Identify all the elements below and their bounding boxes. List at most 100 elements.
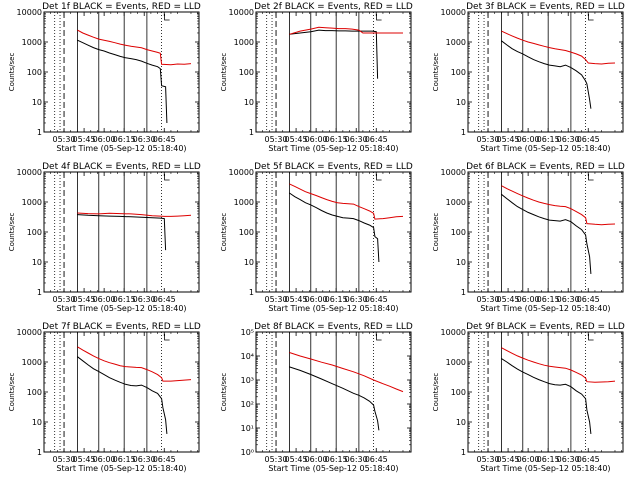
y-tick-label: 10⁵ [241,328,254,337]
panel-title: Det 3f BLACK = Events, RED = LLD [466,2,625,12]
panel-5: Det 5f BLACK = Events, RED = LLD 1 10 100 10… [220,162,413,313]
x-axis-label: Start Time (05-Sep-12 05:18:40) [268,464,398,473]
x-tick-label: 05:45 [285,295,308,304]
x-tick-label: 06:00 [305,135,328,144]
x-tick-label: 06:15 [113,295,136,304]
x-tick-label: 06:45 [577,295,600,304]
x-tick-label: 06:15 [325,455,348,464]
y-tick-label: 10⁰ [241,448,254,457]
series-events [501,40,592,109]
y-axis-label: Counts/sec [8,53,16,92]
plot-frame [467,171,624,293]
x-tick-label: 06:45 [365,455,388,464]
panel-6: Det 6f BLACK = Events, RED = LLD 1 10 100 10… [432,162,625,313]
y-axis-label: Counts/sec [432,213,440,252]
x-tick-label: 05:45 [497,295,520,304]
panel-4: Det 4f BLACK = Events, RED = LLD 1 10 100 10… [8,162,201,313]
x-tick-label: 06:30 [133,295,156,304]
x-axis-label: Start Time (05-Sep-12 05:18:40) [480,144,610,153]
y-tick-label: 1 [461,288,466,297]
panel-title: Det 5f BLACK = Events, RED = LLD [254,162,413,172]
x-tick-label: 06:00 [93,455,116,464]
y-tick-label: 1 [37,288,42,297]
y-tick-label: 10000 [441,328,466,337]
y-tick-label: 10 [456,258,466,267]
series-lld [77,212,192,217]
y-tick-label: 10 [456,98,466,107]
series-lld [501,347,616,383]
x-tick-label: 06:30 [133,135,156,144]
x-tick-label: 06:15 [537,135,560,144]
y-tick-label: 10000 [229,168,254,177]
y-tick-label: 100 [451,68,466,77]
plot-frame [255,11,412,133]
panel-2: Det 2f BLACK = Events, RED = LLD 1 10 100 10… [220,2,413,153]
series-lld [289,352,404,393]
x-tick-label: 06:30 [345,295,368,304]
y-tick-label: 10000 [17,8,42,17]
x-tick-label: 06:15 [325,295,348,304]
panel-title: Det 6f BLACK = Events, RED = LLD [466,162,625,172]
panel-7: Det 7f BLACK = Events, RED = LLD 1 10 100 10… [8,322,201,473]
x-tick-label: 06:00 [517,295,540,304]
x-tick-label: 06:00 [517,455,540,464]
x-axis-label: Start Time (05-Sep-12 05:18:40) [480,304,610,313]
x-tick-label: 06:00 [305,455,328,464]
y-tick-label: 1 [37,448,42,457]
x-tick-label: 05:30 [53,295,76,304]
y-axis-label: Counts/sec [432,373,440,412]
y-tick-label: 10 [244,98,254,107]
y-tick-label: 100 [451,388,466,397]
series-events [77,356,168,434]
y-axis-label: Counts/sec [432,53,440,92]
flag-glyph [588,174,594,181]
panel-title: Det 2f BLACK = Events, RED = LLD [254,2,413,12]
y-axis-label: Counts/sec [220,53,228,92]
y-tick-label: 10000 [441,168,466,177]
x-tick-label: 05:45 [73,295,96,304]
plot-frame [467,331,624,453]
y-tick-label: 10000 [441,8,466,17]
x-tick-label: 06:00 [305,295,328,304]
panel-title: Det 7f BLACK = Events, RED = LLD [42,322,201,332]
plot-frame [43,331,200,453]
x-tick-label: 05:45 [285,455,308,464]
y-tick-label: 10000 [229,8,254,17]
x-tick-label: 06:30 [557,295,580,304]
x-tick-label: 05:45 [285,135,308,144]
y-tick-label: 10 [32,258,42,267]
y-tick-label: 100 [27,68,42,77]
x-tick-label: 06:45 [365,295,388,304]
y-tick-label: 10¹ [241,424,254,433]
y-axis-label: Counts/sec [8,213,16,252]
panel-8: Det 8f BLACK = Events, RED = LLD 10⁰ 10¹ 10… [220,322,413,473]
y-tick-label: 1000 [22,38,42,47]
flag-glyph [164,174,170,181]
x-tick-label: 06:30 [345,455,368,464]
x-axis-label: Start Time (05-Sep-12 05:18:40) [56,464,186,473]
panel-title: Det 9f BLACK = Events, RED = LLD [466,322,625,332]
panel-3: Det 3f BLACK = Events, RED = LLD 1 10 100 10… [432,2,625,153]
x-tick-label: 06:15 [113,135,136,144]
flag-glyph [376,334,382,341]
y-tick-label: 1000 [446,38,466,47]
y-tick-label: 1000 [446,198,466,207]
x-tick-label: 06:15 [113,455,136,464]
y-tick-label: 1000 [22,198,42,207]
x-axis-label: Start Time (05-Sep-12 05:18:40) [268,144,398,153]
series-lld [77,29,192,66]
y-tick-label: 10000 [17,328,42,337]
x-tick-label: 06:15 [537,455,560,464]
x-tick-label: 05:30 [477,135,500,144]
x-tick-label: 05:45 [497,455,520,464]
y-tick-label: 10 [32,98,42,107]
x-tick-label: 05:30 [53,455,76,464]
flag-glyph [376,14,382,21]
series-lld [501,30,616,65]
x-tick-label: 05:30 [53,135,76,144]
y-tick-label: 10⁴ [241,352,254,361]
x-tick-label: 06:00 [517,135,540,144]
series-events [501,193,592,274]
x-tick-label: 05:30 [477,295,500,304]
